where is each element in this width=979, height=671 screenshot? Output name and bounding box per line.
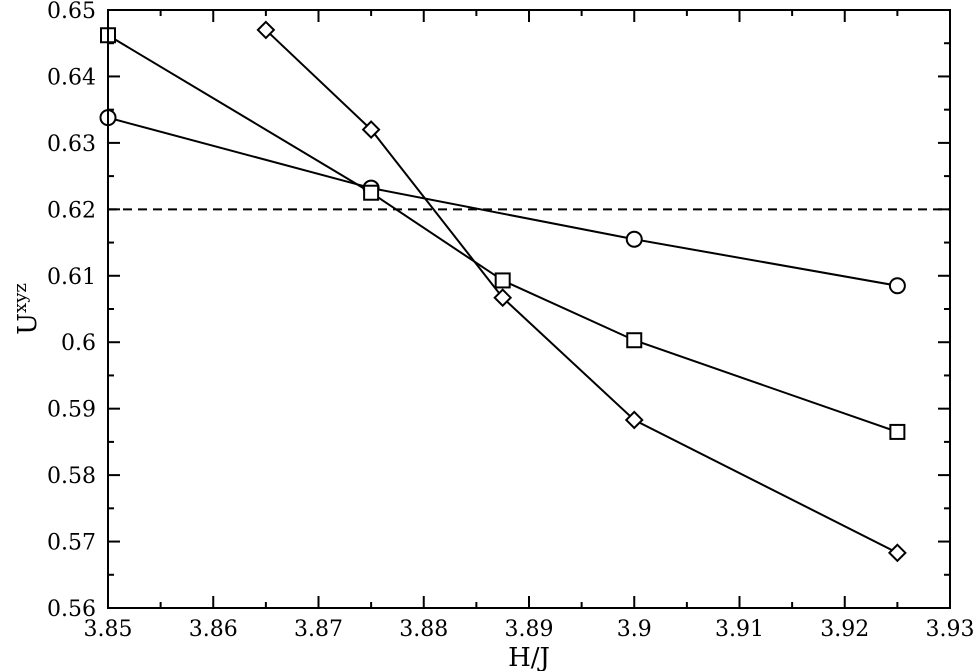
x-tick-label: 3.85 <box>84 617 133 642</box>
y-axis-title: Uxyz <box>10 283 43 335</box>
data-point-square <box>363 184 380 201</box>
data-point-square <box>494 272 511 289</box>
y-tick-label: 0.62 <box>47 198 96 223</box>
data-point-circle <box>625 230 643 248</box>
data-point-square <box>889 423 906 440</box>
y-tick-label: 0.61 <box>47 265 96 290</box>
series-circle <box>99 109 906 295</box>
x-tick-label: 3.86 <box>189 617 238 642</box>
y-tick-label: 0.59 <box>47 398 96 423</box>
data-point-square <box>626 332 643 349</box>
data-point-diamond <box>887 543 907 563</box>
series-line <box>265 29 898 554</box>
x-tick-label: 3.93 <box>926 617 975 642</box>
series-layer <box>99 20 907 563</box>
y-tick-label: 0.56 <box>47 597 96 622</box>
y-tick-label: 0.65 <box>47 0 96 24</box>
x-tick-label: 3.9 <box>617 617 652 642</box>
data-point-diamond <box>493 288 513 308</box>
x-tick-label: 3.87 <box>294 617 343 642</box>
y-axis-title-base: U <box>13 313 43 335</box>
y-tick-label: 0.64 <box>47 65 96 90</box>
data-point-circle <box>888 277 906 295</box>
series-diamond <box>256 20 907 563</box>
y-tick-label: 0.58 <box>47 464 96 489</box>
data-point-diamond <box>361 120 381 140</box>
series-square <box>100 27 906 440</box>
x-tick-label: 3.89 <box>505 617 554 642</box>
plot-frame <box>107 9 951 609</box>
x-tick-label: 3.88 <box>399 617 448 642</box>
x-tick-label: 3.91 <box>715 617 764 642</box>
series-line <box>107 116 898 287</box>
data-point-diamond <box>256 20 276 40</box>
y-tick-label: 0.6 <box>61 331 96 356</box>
y-tick-label: 0.63 <box>47 132 96 157</box>
tick-labels: 3.85 3.86 3.87 3.88 3.89 3.9 3.91 3.92 3.93 0.56 0… <box>47 0 974 642</box>
axis-ticks <box>107 9 951 609</box>
data-point-diamond <box>624 410 644 430</box>
x-tick-label: 3.92 <box>820 617 869 642</box>
series-line <box>107 34 898 433</box>
y-tick-label: 0.57 <box>47 531 96 556</box>
x-axis-title: H/J <box>508 643 550 671</box>
y-axis-title-superscript: xyz <box>10 283 31 313</box>
